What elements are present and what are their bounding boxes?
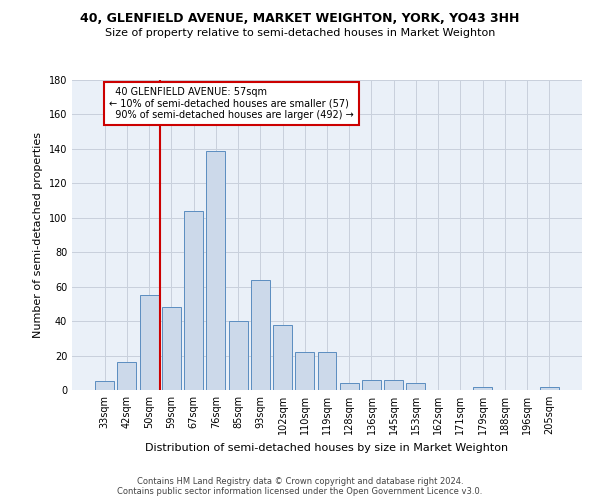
- X-axis label: Distribution of semi-detached houses by size in Market Weighton: Distribution of semi-detached houses by …: [145, 442, 509, 452]
- Bar: [362, 380, 381, 390]
- Y-axis label: Number of semi-detached properties: Number of semi-detached properties: [33, 132, 43, 338]
- Bar: [162, 308, 181, 390]
- Bar: [273, 324, 292, 390]
- Bar: [406, 383, 425, 390]
- Bar: [384, 380, 403, 390]
- Text: 40, GLENFIELD AVENUE, MARKET WEIGHTON, YORK, YO43 3HH: 40, GLENFIELD AVENUE, MARKET WEIGHTON, Y…: [80, 12, 520, 26]
- Text: Size of property relative to semi-detached houses in Market Weighton: Size of property relative to semi-detach…: [105, 28, 495, 38]
- Bar: [95, 382, 114, 390]
- Bar: [206, 150, 225, 390]
- Bar: [251, 280, 270, 390]
- Bar: [473, 386, 492, 390]
- Bar: [317, 352, 337, 390]
- Text: Contains public sector information licensed under the Open Government Licence v3: Contains public sector information licen…: [118, 487, 482, 496]
- Text: Contains HM Land Registry data © Crown copyright and database right 2024.: Contains HM Land Registry data © Crown c…: [137, 477, 463, 486]
- Bar: [295, 352, 314, 390]
- Text: 40 GLENFIELD AVENUE: 57sqm
← 10% of semi-detached houses are smaller (57)
  90% : 40 GLENFIELD AVENUE: 57sqm ← 10% of semi…: [109, 87, 354, 120]
- Bar: [229, 321, 248, 390]
- Bar: [184, 211, 203, 390]
- Bar: [140, 296, 158, 390]
- Bar: [340, 383, 359, 390]
- Bar: [118, 362, 136, 390]
- Bar: [540, 386, 559, 390]
